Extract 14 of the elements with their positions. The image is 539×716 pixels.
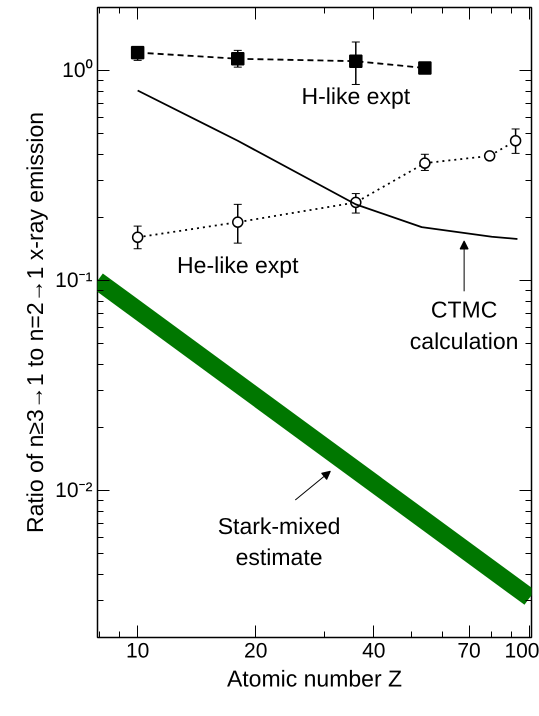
series-label: H-like expt	[301, 83, 411, 110]
y-tick-label: 10⁻¹	[55, 269, 93, 292]
x-axis-title: Atomic number Z	[226, 666, 402, 692]
y-tick-label: 10⁰	[62, 59, 92, 82]
series-label: He-like expt	[177, 252, 300, 278]
x-tick-label: 20	[244, 640, 268, 662]
y-tick-label: 10⁻²	[55, 479, 93, 502]
annotation: Stark-mixed estimate	[218, 512, 340, 570]
y-axis-title: Ratio of n≥3→1 to n=2→1 x-ray emission	[22, 112, 48, 534]
annotation: CTMC calculation	[410, 296, 518, 354]
x-tick-label: 70	[457, 640, 481, 662]
x-tick-label: 40	[362, 640, 386, 662]
x-tick-label: 10	[126, 640, 150, 662]
x-tick-label: 100	[504, 640, 539, 662]
